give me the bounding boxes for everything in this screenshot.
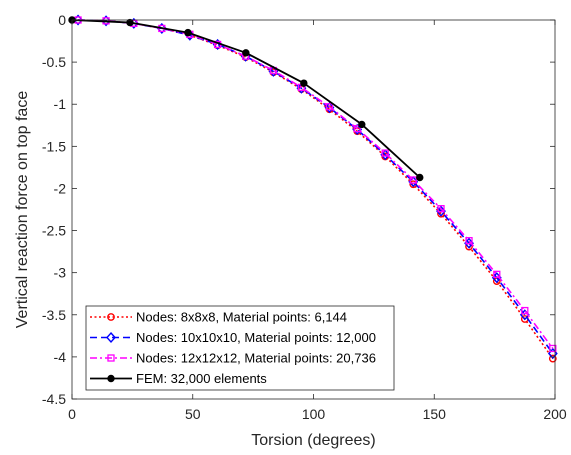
data-point <box>465 237 473 245</box>
x-tick-label: 0 <box>68 406 76 422</box>
series-4 <box>68 16 424 182</box>
legend-label: Nodes: 12x12x12, Material points: 20,736 <box>136 351 376 366</box>
legend-marker <box>107 374 115 383</box>
data-point <box>549 344 557 353</box>
axis-layer: 0 50 100 150 200 0 -0.5 -1 -1.5 -2 -2.5 -3 -3.5 -4 -4.… <box>42 12 567 422</box>
x-axis-label: Torsion (degrees) <box>251 432 376 449</box>
y-axis-label: Vertical reaction force on top face <box>14 91 31 329</box>
x-tick-label: 100 <box>302 406 326 422</box>
y-tick-label: -2 <box>54 180 67 196</box>
x-tick-label: 150 <box>423 406 447 422</box>
data-point <box>409 176 417 184</box>
legend-box <box>85 305 395 391</box>
x-tick-label: 50 <box>185 406 201 422</box>
data-point <box>358 120 366 129</box>
y-tick-label: -2.5 <box>42 223 66 239</box>
legend-marker <box>106 331 116 344</box>
y-tick-label: -0.5 <box>42 54 66 70</box>
data-point <box>325 103 334 111</box>
y-tick-label: -1 <box>54 96 67 112</box>
legend: Nodes: 8x8x8, Material points: 6,144 Node… <box>85 305 395 391</box>
data-point <box>548 354 557 363</box>
data-point <box>381 149 389 157</box>
y-tick-label: -4 <box>54 349 67 365</box>
y-tick-label: -3 <box>54 265 67 281</box>
y-tick-label: -1.5 <box>42 138 66 154</box>
y-tick-label: -4.5 <box>42 391 66 407</box>
legend-label: Nodes: 10x10x10, Material points: 12,000 <box>136 330 376 345</box>
legend-marker <box>107 354 115 362</box>
data-point <box>416 173 424 182</box>
data-point <box>300 79 308 87</box>
legend-label: Nodes: 8x8x8, Material points: 6,144 <box>136 310 347 325</box>
data-point <box>521 306 529 315</box>
data-point <box>353 124 361 133</box>
data-point <box>493 270 501 279</box>
y-tick-label: 0 <box>58 12 66 28</box>
x-tick-label: 200 <box>543 406 567 422</box>
data-point <box>184 28 192 37</box>
data-point <box>126 18 134 27</box>
data-point <box>437 205 445 213</box>
y-tick-label: -3.5 <box>42 307 66 323</box>
data-point <box>242 49 250 57</box>
legend-marker <box>107 313 115 321</box>
series-layer <box>68 14 558 363</box>
legend-label: FEM: 32,000 elements <box>136 371 267 386</box>
